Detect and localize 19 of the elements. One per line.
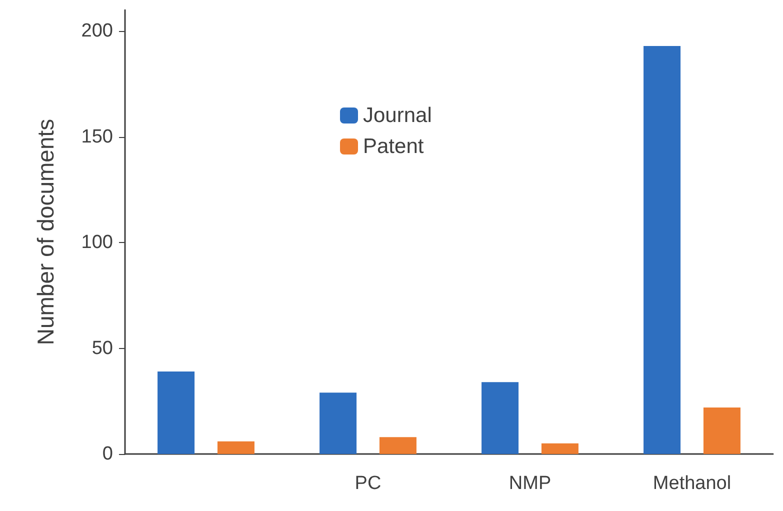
bar (541, 443, 578, 454)
bar (320, 392, 357, 454)
x-tick-label: PC (354, 473, 382, 494)
bar (703, 407, 740, 454)
y-tick-label: 200 (81, 20, 113, 42)
x-tick-label: NMP (508, 473, 552, 494)
x-tick-label: Methanol (652, 473, 732, 494)
bar (482, 382, 519, 454)
bar (379, 437, 416, 454)
bar (644, 46, 681, 454)
bar (217, 441, 254, 454)
y-tick-label: 50 (92, 338, 113, 359)
bar (158, 372, 195, 454)
y-axis-title: Number of documents (32, 118, 58, 346)
y-tick-label: 0 (102, 444, 113, 464)
legend-label: Patent (363, 135, 424, 158)
y-tick-label: 150 (81, 126, 113, 148)
legend-label: Journal (363, 104, 432, 127)
y-tick-label: 100 (81, 232, 113, 254)
